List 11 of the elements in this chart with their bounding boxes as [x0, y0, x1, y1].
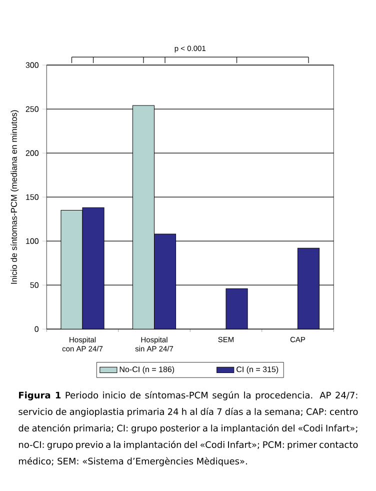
- y-tick-label: 0: [34, 326, 39, 332]
- y-tick-label: 250: [26, 106, 39, 112]
- text: Figura 1 Periodo inicio de síntomas-PCM según la procedencia. AP 24/7: servicio de angioplastia primaria 24 h al día 7 días a la semana; CAP: centro de atención primaria; CI: grupo posterior a la implantación del «Codi Infart»; no-CI: grupo previo a la implantación del «Codi Infart»; PCM: primer contacto médico; SEM: «Sistema d’Emergències Mèdiques».: [18, 391, 358, 466]
- legend-label: No-CI (n = 186): [120, 366, 174, 374]
- y-tick-label: 50: [30, 282, 39, 288]
- y-tick-label: 100: [26, 238, 39, 244]
- y-tick-label: 200: [26, 150, 39, 156]
- legend-label: CI (n = 315): [236, 366, 278, 374]
- y-tick-label: 150: [26, 194, 39, 200]
- y-axis-title: Inicio de síntomas-PCM (mediana en minutos): [10, 110, 19, 284]
- y-tick-label: 300: [26, 62, 39, 68]
